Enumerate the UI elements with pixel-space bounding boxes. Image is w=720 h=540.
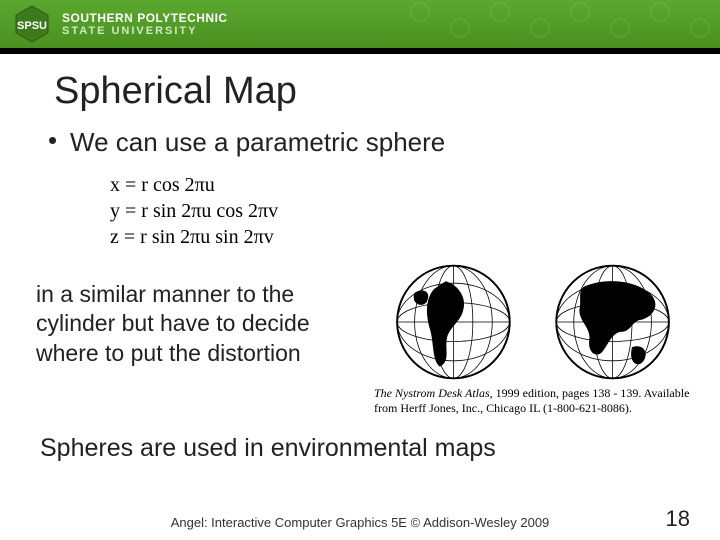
figure-caption: The Nystrom Desk Atlas, 1999 edition, pa… bbox=[368, 386, 698, 416]
left-paragraph: in a similar manner to the cylinder but … bbox=[36, 258, 356, 416]
university-logo-icon: SPSU bbox=[12, 4, 52, 44]
logo-line2: STATE UNIVERSITY bbox=[62, 25, 228, 37]
header-hex-pattern bbox=[400, 0, 720, 48]
logo-word-southern: SOUTHERN bbox=[62, 11, 133, 25]
parametric-equations: x = r cos 2πu y = r sin 2πu cos 2πv z = … bbox=[0, 162, 720, 256]
two-column-row: in a similar manner to the cylinder but … bbox=[0, 256, 720, 416]
caption-title: The Nystrom Desk Atlas bbox=[374, 386, 490, 400]
logo-word-polytechnic: POLYTECHNIC bbox=[137, 11, 227, 25]
slide-header: SPSU SOUTHERN POLYTECHNIC STATE UNIVERSI… bbox=[0, 0, 720, 48]
footer-credit: Angel: Interactive Computer Graphics 5E … bbox=[0, 515, 720, 530]
logo-abbrev-text: SPSU bbox=[17, 20, 47, 32]
equation-x: x = r cos 2πu bbox=[110, 172, 720, 198]
globe-hemispheres-icon bbox=[368, 258, 698, 386]
page-number: 18 bbox=[666, 506, 690, 532]
bullet-main: We can use a parametric sphere bbox=[0, 121, 720, 162]
right-column: The Nystrom Desk Atlas, 1999 edition, pa… bbox=[368, 258, 698, 416]
equation-z: z = r sin 2πu sin 2πv bbox=[110, 224, 720, 250]
slide-title: Spherical Map bbox=[0, 54, 720, 121]
university-name: SOUTHERN POLYTECHNIC STATE UNIVERSITY bbox=[62, 11, 228, 37]
equation-y: y = r sin 2πu cos 2πv bbox=[110, 198, 720, 224]
closing-text: Spheres are used in environmental maps bbox=[0, 416, 720, 463]
